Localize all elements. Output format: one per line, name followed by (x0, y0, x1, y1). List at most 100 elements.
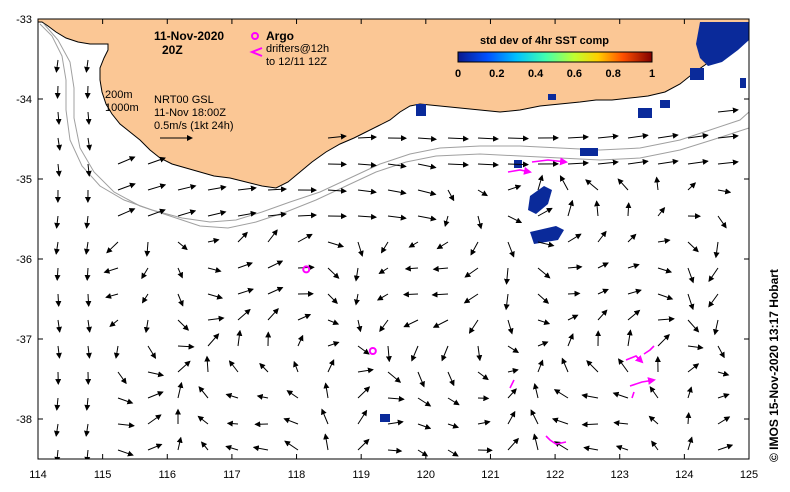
current-vector (408, 241, 419, 248)
x-tick-label: 125 (740, 469, 758, 481)
y-tick-label: -35 (16, 174, 32, 186)
current-vector (507, 184, 522, 191)
current-vector (537, 359, 544, 373)
current-vector (237, 261, 253, 269)
current-vector (117, 422, 135, 429)
current-vector (225, 393, 239, 399)
x-tick-label: 117 (223, 469, 241, 481)
current-vector (237, 308, 251, 321)
current-vector (567, 333, 574, 347)
current-vector (378, 267, 389, 275)
current-vector (376, 293, 389, 301)
x-tick-label: 115 (94, 469, 112, 481)
current-vector (55, 345, 62, 359)
current-vector (357, 345, 370, 355)
x-axis: 114 115 116 117 118 119 120 121 122 123 124 125 (29, 19, 758, 481)
current-vector (717, 370, 730, 377)
current-vector (293, 360, 299, 373)
current-vector (55, 111, 62, 125)
current-vector (105, 293, 119, 299)
current-vector (657, 132, 679, 139)
current-vector (323, 433, 330, 451)
current-vector (85, 163, 92, 177)
current-vector (54, 59, 61, 73)
current-vector (83, 423, 90, 437)
current-vector (141, 267, 149, 280)
current-vector (86, 137, 93, 151)
current-vector (618, 358, 629, 373)
current-vector (567, 160, 589, 167)
current-vector (432, 265, 449, 272)
current-vector (387, 419, 404, 426)
y-tick-label: -38 (16, 414, 32, 426)
current-vector (687, 319, 700, 333)
current-vector (470, 241, 479, 256)
current-vector (441, 345, 449, 362)
current-vector (113, 345, 120, 359)
current-vector (357, 409, 368, 425)
x-tick-label: 118 (288, 469, 306, 481)
x-tick-label: 120 (417, 469, 435, 481)
current-vector (687, 293, 695, 311)
current-vector (712, 319, 719, 336)
current-vector (651, 440, 659, 451)
current-vector (581, 421, 599, 428)
current-vector (147, 183, 167, 191)
current-vector (612, 391, 629, 399)
current-vector (537, 341, 549, 347)
product-line3: 0.5m/s (1kt 24h) (154, 120, 233, 132)
current-vector (404, 265, 419, 272)
current-vector (537, 319, 551, 325)
isobath-1000-label: 1000m (105, 102, 139, 114)
current-vector (83, 241, 90, 255)
current-vector (177, 343, 195, 350)
current-vector (567, 199, 574, 217)
current-vector (267, 260, 284, 269)
current-vector (56, 137, 63, 151)
current-vector (597, 309, 608, 321)
current-vector (503, 267, 510, 285)
y-tick-label: -36 (16, 254, 32, 266)
current-vector (54, 267, 61, 281)
x-tick-label: 121 (481, 469, 499, 481)
colorbar-tick-label: 0.4 (528, 68, 544, 80)
current-vector (708, 293, 719, 308)
colorbar-tick-label: 0.6 (567, 68, 582, 80)
current-vector (327, 133, 347, 140)
current-vector (507, 135, 529, 142)
current-vector (207, 293, 224, 300)
current-vector (286, 390, 299, 399)
current-vector (176, 436, 183, 451)
current-vector (627, 288, 642, 295)
credit-text: © IMOS 15-Nov-2020 13:17 Hobart (767, 269, 781, 462)
current-vector (627, 233, 637, 243)
legend-argo: Argo (266, 29, 294, 43)
current-vector (357, 241, 364, 257)
current-vector (106, 241, 119, 254)
current-vector (177, 319, 190, 331)
current-vector (464, 267, 479, 278)
current-vector (147, 443, 163, 451)
current-vector (321, 408, 329, 425)
current-vector (477, 135, 499, 142)
drifter-legend-icon (249, 47, 263, 57)
current-vector (477, 161, 499, 168)
map-time: 20Z (162, 43, 183, 57)
current-vector (207, 333, 220, 347)
current-vector (597, 288, 609, 295)
current-vector (685, 412, 692, 425)
current-vector (387, 447, 403, 454)
current-vector (477, 419, 491, 426)
current-vector (559, 175, 569, 191)
current-vector (402, 291, 419, 298)
current-vector (537, 174, 544, 191)
current-vector (267, 186, 287, 193)
current-vector (403, 319, 419, 328)
current-vector (532, 433, 539, 451)
current-vector (627, 159, 649, 165)
drifter-tracks (507, 157, 656, 445)
x-tick-label: 114 (29, 469, 47, 481)
current-vector (385, 345, 392, 363)
legend-drifters-line2: to 12/11 12Z (266, 56, 327, 68)
current-vector (267, 229, 278, 243)
